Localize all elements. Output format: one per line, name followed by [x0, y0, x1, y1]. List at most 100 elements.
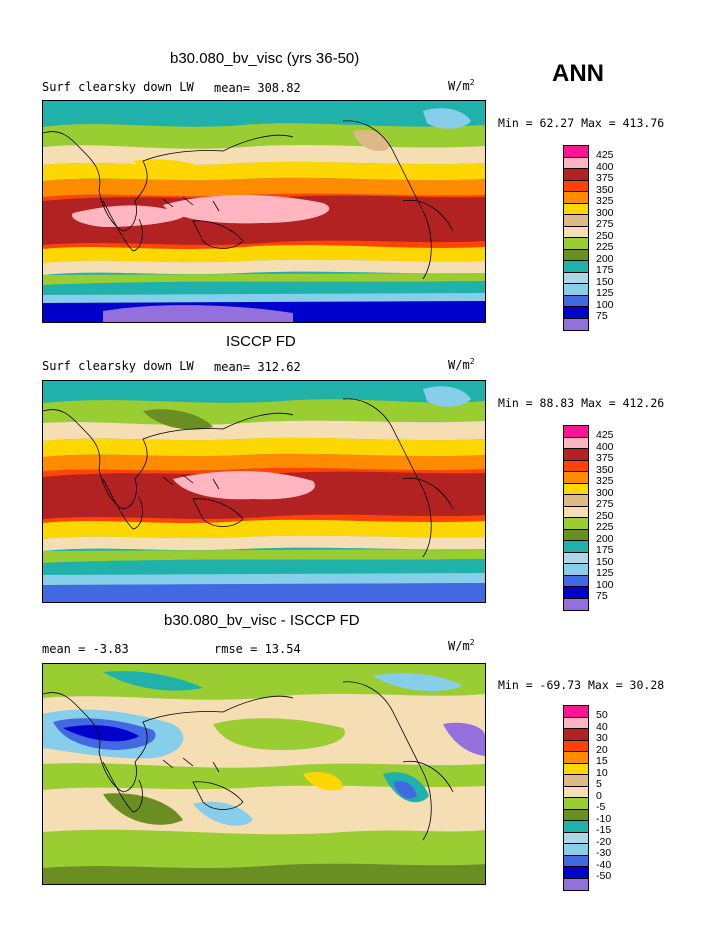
- panel-1-minmax: Min = 62.27 Max = 413.76: [498, 116, 665, 130]
- panel-1-colorbar: [563, 145, 589, 331]
- colorbar-swatch: [564, 157, 588, 169]
- colorbar-label: 375: [596, 172, 614, 184]
- colorbar-label: 150: [596, 275, 614, 288]
- colorbar-swatch: [564, 483, 588, 495]
- panel-3-units: W/m2: [448, 638, 475, 653]
- season-label: ANN: [552, 60, 604, 87]
- colorbar-label: 250: [596, 229, 614, 242]
- colorbar-swatch: [564, 238, 588, 250]
- colorbar-swatch: [564, 215, 588, 227]
- colorbar-label: 175: [596, 544, 614, 556]
- colorbar-swatch: [564, 318, 588, 330]
- colorbar-label: 200: [596, 532, 614, 545]
- colorbar-swatch: [564, 307, 588, 319]
- colorbar-swatch: [564, 752, 588, 764]
- colorbar-swatch: [564, 867, 588, 879]
- colorbar-swatch: [564, 472, 588, 484]
- colorbar-swatch: [564, 598, 588, 610]
- panel-3-colorbar: [563, 705, 589, 891]
- colorbar-swatch: [564, 729, 588, 741]
- colorbar-swatch: [564, 821, 588, 833]
- colorbar-label: 150: [596, 555, 614, 568]
- colorbar-swatch: [564, 529, 588, 541]
- colorbar-swatch: [564, 203, 588, 215]
- colorbar-label: 0: [596, 789, 602, 802]
- colorbar-swatch: [564, 518, 588, 530]
- colorbar-label: 400: [596, 160, 614, 173]
- colorbar-swatch: [564, 587, 588, 599]
- colorbar-label: 75: [596, 590, 608, 602]
- colorbar-swatch: [564, 878, 588, 890]
- panel-2-mean-label: mean= 312.62: [214, 360, 301, 374]
- colorbar-swatch: [564, 844, 588, 856]
- colorbar-swatch: [564, 809, 588, 821]
- colorbar-swatch: [564, 706, 588, 718]
- colorbar-label: 350: [596, 463, 614, 476]
- colorbar-label: 50: [596, 709, 608, 721]
- colorbar-swatch: [564, 855, 588, 867]
- panel-2-colorbar: [563, 425, 589, 611]
- colorbar-swatch: [564, 798, 588, 810]
- colorbar-swatch: [564, 437, 588, 449]
- colorbar-label: 325: [596, 475, 614, 487]
- panel-1-map: [42, 100, 486, 323]
- colorbar-label: 250: [596, 509, 614, 522]
- colorbar-label: 40: [596, 720, 608, 733]
- colorbar-swatch: [564, 495, 588, 507]
- colorbar-label: 175: [596, 264, 614, 276]
- colorbar-swatch: [564, 552, 588, 564]
- colorbar-swatch: [564, 449, 588, 461]
- panel-1-title: b30.080_bv_visc (yrs 36-50): [170, 50, 360, 67]
- panel-2-title: ISCCP FD: [226, 333, 296, 350]
- panel-3-rmse-label: rmse = 13.54: [214, 642, 301, 656]
- panel-2-variable-label: Surf clearsky down LW: [42, 359, 194, 373]
- colorbar-swatch: [564, 763, 588, 775]
- colorbar-label: -15: [596, 824, 612, 836]
- panel-2-units: W/m2: [448, 357, 475, 372]
- colorbar-swatch: [564, 460, 588, 472]
- colorbar-label: 30: [596, 732, 608, 744]
- panel-3-mean-label: mean = -3.83: [42, 642, 129, 656]
- colorbar-label: -40: [596, 858, 612, 871]
- panel-3-map: [42, 663, 486, 885]
- colorbar-label: -20: [596, 835, 612, 848]
- colorbar-label: 275: [596, 498, 614, 510]
- panel-1-mean-label: mean= 308.82: [214, 81, 301, 95]
- colorbar-swatch: [564, 575, 588, 587]
- panel-1-variable-label: Surf clearsky down LW: [42, 80, 194, 94]
- colorbar-label: 350: [596, 183, 614, 196]
- colorbar-label: 20: [596, 743, 608, 756]
- colorbar-swatch: [564, 506, 588, 518]
- colorbar-swatch: [564, 541, 588, 553]
- panel-3-minmax: Min = -69.73 Max = 30.28: [498, 678, 665, 692]
- colorbar-label: -5: [596, 801, 606, 813]
- colorbar-swatch: [564, 261, 588, 273]
- panel-2-map: [42, 380, 486, 603]
- panel-2-minmax: Min = 88.83 Max = 412.26: [498, 396, 665, 410]
- colorbar-label: 5: [596, 778, 602, 790]
- colorbar-label: 225: [596, 521, 614, 533]
- colorbar-swatch: [564, 192, 588, 204]
- colorbar-label: 425: [596, 149, 614, 161]
- colorbar-swatch: [564, 169, 588, 181]
- colorbar-label: 275: [596, 218, 614, 230]
- colorbar-label: 400: [596, 440, 614, 453]
- colorbar-label: -50: [596, 870, 612, 882]
- colorbar-swatch: [564, 564, 588, 576]
- colorbar-swatch: [564, 180, 588, 192]
- colorbar-swatch: [564, 832, 588, 844]
- colorbar-label: 15: [596, 755, 608, 767]
- colorbar-swatch: [564, 146, 588, 158]
- colorbar-swatch: [564, 272, 588, 284]
- colorbar-label: 125: [596, 567, 614, 579]
- colorbar-label: 300: [596, 486, 614, 499]
- colorbar-label: 100: [596, 578, 614, 591]
- colorbar-swatch: [564, 740, 588, 752]
- colorbar-label: 375: [596, 452, 614, 464]
- colorbar-swatch: [564, 226, 588, 238]
- colorbar-label: 10: [596, 766, 608, 779]
- colorbar-swatch: [564, 249, 588, 261]
- colorbar-label: 200: [596, 252, 614, 265]
- panel-3-title: b30.080_bv_visc - ISCCP FD: [164, 612, 360, 629]
- colorbar-swatch: [564, 284, 588, 296]
